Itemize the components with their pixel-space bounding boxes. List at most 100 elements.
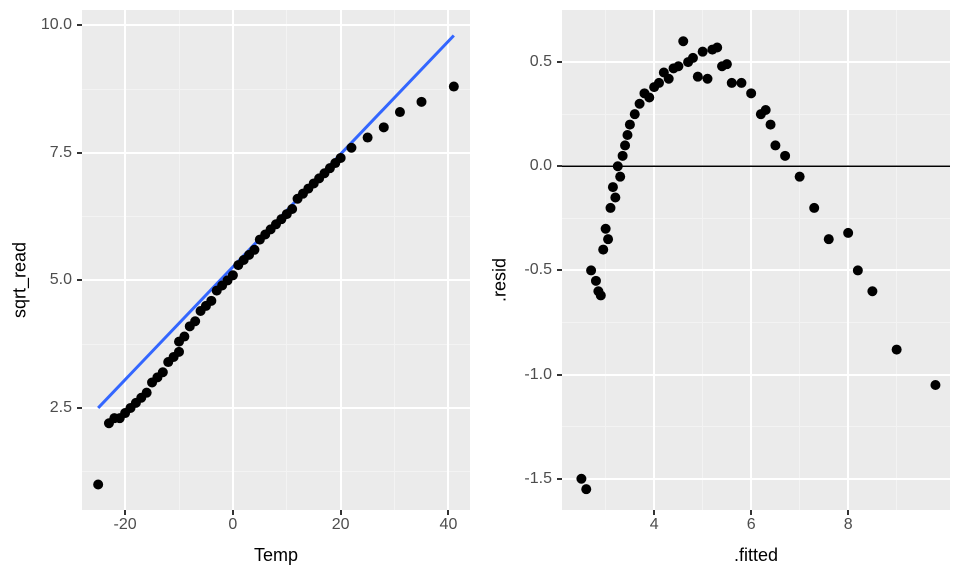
data-point xyxy=(622,130,632,140)
data-point xyxy=(336,153,346,163)
data-point xyxy=(608,182,618,192)
right-plot-area xyxy=(562,10,950,510)
data-point xyxy=(174,347,184,357)
data-point xyxy=(287,204,297,214)
data-point xyxy=(770,140,780,150)
ytick-label: 7.5 xyxy=(50,144,72,162)
data-point xyxy=(620,140,630,150)
xtick-label: -20 xyxy=(114,516,137,534)
data-point xyxy=(142,388,152,398)
data-point xyxy=(727,78,737,88)
data-point xyxy=(601,224,611,234)
xtick-mark xyxy=(340,510,342,515)
data-point xyxy=(206,296,216,306)
xtick-mark xyxy=(653,510,655,515)
ytick-label: 0.5 xyxy=(530,53,552,71)
data-point xyxy=(581,484,591,494)
ytick-mark xyxy=(77,407,82,409)
ytick-label: 0.0 xyxy=(530,157,552,175)
ytick-label: 2.5 xyxy=(50,399,72,417)
ytick-mark xyxy=(557,61,562,63)
ytick-label: 5.0 xyxy=(50,271,72,289)
data-point xyxy=(635,99,645,109)
ytick-mark xyxy=(557,269,562,271)
xtick-mark xyxy=(447,510,449,515)
data-point xyxy=(603,234,613,244)
right-panel: .resid .fitted 4 6 8 -1.5 -1.0 -0.5 0.0 0.5 xyxy=(480,0,960,576)
ytick-mark xyxy=(557,374,562,376)
ytick-mark xyxy=(77,24,82,26)
ytick-mark xyxy=(557,165,562,167)
data-point xyxy=(843,228,853,238)
data-point xyxy=(892,345,902,355)
data-point xyxy=(712,43,722,53)
xtick-mark xyxy=(124,510,126,515)
ytick-label: -1.0 xyxy=(524,366,552,384)
left-xlabel: Temp xyxy=(82,545,470,566)
data-point xyxy=(379,122,389,132)
data-point xyxy=(853,265,863,275)
right-xlabel: .fitted xyxy=(562,545,950,566)
data-point xyxy=(606,203,616,213)
data-point xyxy=(698,47,708,57)
data-point xyxy=(190,316,200,326)
chart-svg xyxy=(82,10,470,510)
data-point xyxy=(576,474,586,484)
xtick-label: 6 xyxy=(747,516,756,534)
ytick-label: -1.5 xyxy=(524,470,552,488)
data-point xyxy=(809,203,819,213)
chart-svg xyxy=(562,10,950,510)
data-point xyxy=(746,88,756,98)
data-point xyxy=(654,78,664,88)
data-point xyxy=(618,151,628,161)
data-point xyxy=(598,245,608,255)
data-point xyxy=(664,74,674,84)
data-point xyxy=(678,36,688,46)
data-point xyxy=(179,332,189,342)
data-point xyxy=(395,107,405,117)
data-point xyxy=(615,172,625,182)
data-point xyxy=(346,143,356,153)
xtick-mark xyxy=(750,510,752,515)
left-ylabel: sqrt_read xyxy=(10,180,31,380)
right-ylabel: .resid xyxy=(490,180,511,380)
data-point xyxy=(625,120,635,130)
xtick-mark xyxy=(232,510,234,515)
figure-container: sqrt_read Temp -20020402.55.07.510.0 .re… xyxy=(0,0,960,576)
xtick-mark xyxy=(847,510,849,515)
data-point xyxy=(867,286,877,296)
data-point xyxy=(363,133,373,143)
xtick-label: 8 xyxy=(844,516,853,534)
data-point xyxy=(736,78,746,88)
data-point xyxy=(158,367,168,377)
ytick-label: -0.5 xyxy=(524,261,552,279)
ytick-mark xyxy=(557,478,562,480)
data-point xyxy=(766,120,776,130)
data-point xyxy=(780,151,790,161)
data-point xyxy=(586,265,596,275)
data-point xyxy=(610,193,620,203)
data-point xyxy=(722,59,732,69)
xtick-label: 4 xyxy=(650,516,659,534)
data-point xyxy=(228,270,238,280)
data-point xyxy=(930,380,940,390)
data-point xyxy=(596,290,606,300)
data-point xyxy=(93,479,103,489)
left-plot-area xyxy=(82,10,470,510)
data-point xyxy=(449,82,459,92)
xtick-label: 40 xyxy=(440,516,458,534)
data-point xyxy=(795,172,805,182)
data-point xyxy=(703,74,713,84)
data-point xyxy=(249,245,259,255)
data-point xyxy=(591,276,601,286)
data-point xyxy=(761,105,771,115)
data-point xyxy=(688,53,698,63)
ytick-mark xyxy=(77,152,82,154)
xtick-label: 20 xyxy=(332,516,350,534)
left-panel: sqrt_read Temp -20020402.55.07.510.0 xyxy=(0,0,480,576)
data-point xyxy=(644,93,654,103)
data-point xyxy=(673,61,683,71)
data-point xyxy=(613,161,623,171)
ytick-label: 10.0 xyxy=(41,16,72,34)
ytick-mark xyxy=(77,279,82,281)
